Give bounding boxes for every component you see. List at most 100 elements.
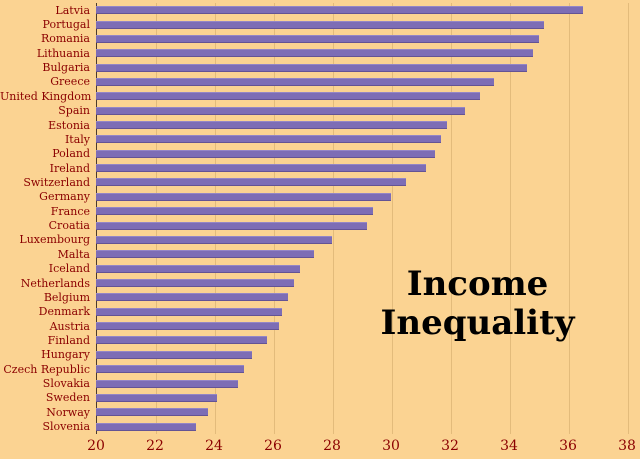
x-tick-label: 24 — [205, 438, 223, 454]
bar-track — [96, 60, 627, 74]
bar — [96, 365, 244, 374]
bar — [96, 408, 209, 417]
category-label: Estonia — [48, 118, 90, 132]
x-axis: 20 22 24 26 28 30 32 34 36 38 — [87, 438, 636, 458]
category-label: Hungary — [41, 348, 90, 362]
bar-track — [96, 89, 627, 103]
bar-track — [96, 46, 627, 60]
bar-row: France — [0, 204, 640, 218]
category-label: Spain — [58, 104, 90, 118]
bar — [96, 49, 533, 58]
bar — [96, 135, 442, 144]
x-tick-label: 34 — [500, 438, 518, 454]
chart-title: Income Inequality — [380, 264, 575, 344]
bar — [96, 221, 368, 230]
bar-track — [96, 305, 627, 319]
bar-track — [96, 32, 627, 46]
bar-track — [96, 75, 627, 89]
category-label: Ireland — [49, 161, 90, 175]
category-label: Sweden — [45, 391, 90, 405]
x-tick-label: 32 — [441, 438, 459, 454]
bar-track — [96, 290, 627, 304]
bar-track — [96, 376, 627, 390]
x-tick-label: 28 — [323, 438, 341, 454]
bar — [96, 63, 527, 72]
bar-row: Lithuania — [0, 46, 640, 60]
bar — [96, 207, 374, 216]
bar-row: Hungary — [0, 348, 640, 362]
bar-row: Portugal — [0, 17, 640, 31]
bar-row: Malta — [0, 247, 640, 261]
bar-row: United Kingdom — [0, 89, 640, 103]
bar-track — [96, 218, 627, 232]
bar-track — [96, 233, 627, 247]
bar-row: Poland — [0, 147, 640, 161]
category-label: Italy — [64, 132, 90, 146]
bar — [96, 379, 238, 388]
bar-track — [96, 118, 627, 132]
category-label: Germany — [39, 190, 90, 204]
bar — [96, 250, 315, 259]
bar-row: Estonia — [0, 118, 640, 132]
bar — [96, 77, 495, 86]
bar — [96, 178, 406, 187]
category-label: Poland — [52, 147, 90, 161]
bar-row: Netherlands — [0, 276, 640, 290]
category-label: Croatia — [48, 219, 90, 233]
bar-track — [96, 261, 627, 275]
category-label: Romania — [40, 32, 90, 46]
bar-row: Slovakia — [0, 376, 640, 390]
x-tick-label: 20 — [87, 438, 105, 454]
category-label: Austria — [49, 319, 90, 333]
bar-track — [96, 391, 627, 405]
bar-row: Greece — [0, 75, 640, 89]
bar — [96, 264, 300, 273]
bar-row: Ireland — [0, 161, 640, 175]
bar — [96, 92, 480, 101]
bar-track — [96, 247, 627, 261]
bar-track — [96, 276, 627, 290]
bar — [96, 164, 427, 173]
bar-row: Latvia — [0, 3, 640, 17]
category-label: France — [50, 204, 90, 218]
bar-row: Sweden — [0, 391, 640, 405]
bar — [96, 307, 282, 316]
category-label: Iceland — [48, 262, 90, 276]
bar — [96, 121, 448, 130]
bar-track — [96, 175, 627, 189]
bar-row: Croatia — [0, 218, 640, 232]
bar-row: Denmark — [0, 305, 640, 319]
bar-track — [96, 362, 627, 376]
bar — [96, 34, 539, 43]
category-label: United Kingdom — [0, 89, 92, 103]
x-tick-label: 26 — [264, 438, 282, 454]
bar — [96, 279, 294, 287]
bar-row: Iceland — [0, 261, 640, 275]
bar-row: Czech Republic — [0, 362, 640, 376]
bar-row: Italy — [0, 132, 640, 146]
bar-track — [96, 348, 627, 362]
bar-row: Germany — [0, 190, 640, 204]
bar — [96, 192, 391, 201]
x-tick-label: 36 — [559, 438, 577, 454]
category-label: Latvia — [55, 3, 90, 17]
bar — [96, 422, 197, 431]
bar — [96, 6, 583, 15]
x-tick-label: 22 — [146, 438, 164, 454]
bar-row: Bulgaria — [0, 60, 640, 74]
bar-track — [96, 17, 627, 31]
bar-row: Belgium — [0, 290, 640, 304]
x-tick-label: 30 — [382, 438, 400, 454]
category-label: Slovakia — [42, 377, 90, 391]
category-label: Netherlands — [20, 276, 90, 290]
category-label: Slovenia — [42, 420, 90, 434]
bar — [96, 322, 279, 331]
category-label: Portugal — [42, 18, 90, 32]
bar-row: Norway — [0, 405, 640, 419]
bar-track — [96, 161, 627, 175]
bar — [96, 336, 268, 345]
bar-track — [96, 405, 627, 419]
category-label: Belgium — [43, 290, 90, 304]
bar — [96, 149, 436, 158]
